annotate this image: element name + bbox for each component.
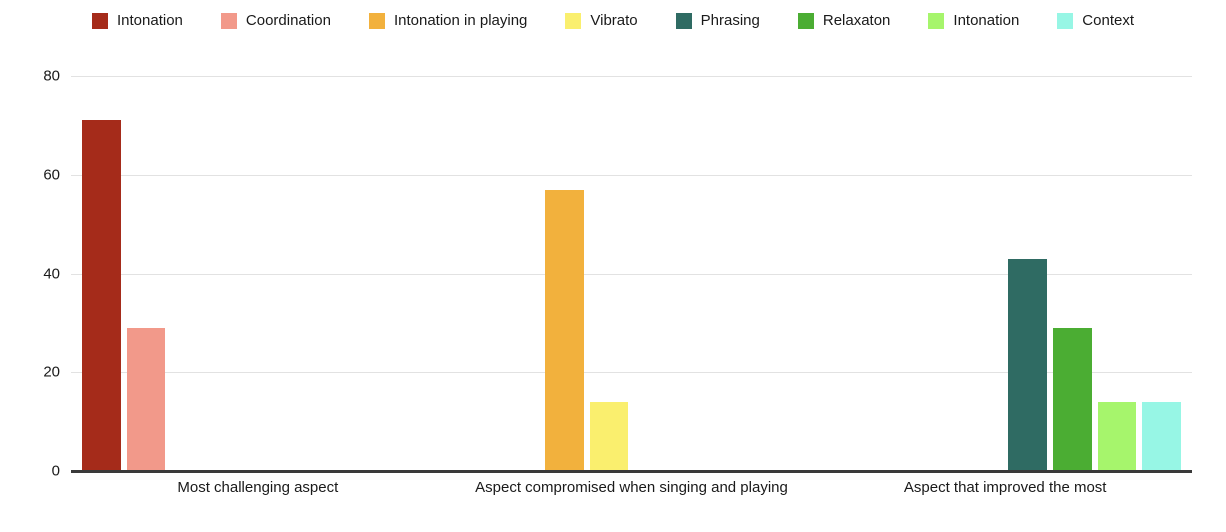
bar-group: [71, 76, 445, 471]
legend-label: Coordination: [245, 12, 331, 29]
x-axis-labels: Most challenging aspect Aspect compromise…: [71, 479, 1192, 496]
y-axis-tick-label: 80: [43, 67, 60, 85]
bar-slot: [829, 76, 868, 471]
legend-item: Vibrato: [565, 12, 638, 29]
bar: [545, 189, 584, 471]
bar: [1097, 401, 1137, 471]
x-axis-category-label: Aspect that improved the most: [903, 479, 1107, 496]
x-axis-category-label: Most challenging aspect: [177, 479, 339, 496]
legend-label: Context: [1082, 12, 1134, 29]
legend-swatch-icon: [92, 13, 108, 29]
bar-slot: [1142, 76, 1181, 471]
bar-slot: [634, 76, 673, 471]
legend-swatch-icon: [797, 13, 814, 29]
legend-swatch-icon: [220, 13, 237, 29]
bar-groups: [71, 76, 1192, 471]
bar-slot: [1008, 76, 1047, 471]
y-axis: 0 20 40 60 80: [0, 68, 60, 480]
legend-item: Phrasing: [675, 12, 760, 29]
legend-item: Intonation: [928, 13, 1019, 29]
bar-slot: [679, 76, 718, 471]
legend-item: Context: [1057, 13, 1134, 29]
y-axis-tick-label: 20: [43, 363, 60, 381]
bar-group: [818, 76, 1192, 471]
bar-slot: [395, 76, 434, 471]
legend-label: Vibrato: [590, 12, 638, 29]
bar: [589, 401, 629, 471]
bar: [82, 120, 121, 471]
bar-slot: [769, 76, 808, 471]
bar-group: [445, 76, 819, 471]
y-axis-tick-label: 0: [51, 462, 60, 480]
legend-item: Intonation in playing: [368, 12, 528, 29]
bar: [126, 327, 166, 471]
bar-slot: [1097, 76, 1137, 471]
bar-slot: [261, 76, 300, 471]
bar-slot: [456, 76, 495, 471]
gridline: [71, 372, 1192, 374]
chart-legend: Intonation Coordination Intonation in play…: [0, 8, 1226, 34]
bar-slot: [126, 76, 166, 471]
legend-item: Intonation: [92, 13, 183, 29]
x-axis-category-label: Aspect compromised when singing and play…: [475, 479, 788, 496]
legend-label: Relaxaton: [822, 12, 891, 29]
bar-slot: [589, 76, 629, 471]
legend-swatch-icon: [368, 13, 385, 29]
legend-swatch-icon: [928, 13, 945, 29]
bar-slot: [963, 76, 1002, 471]
bar: [1008, 258, 1047, 471]
x-axis-line: [71, 470, 1192, 473]
bar-slot: [724, 76, 763, 471]
legend-label: Intonation: [953, 12, 1020, 29]
gridline: [71, 76, 1192, 77]
bar-slot: [216, 76, 255, 471]
bar: [1142, 401, 1181, 471]
bar-slot: [919, 76, 958, 471]
legend-label: Intonation: [117, 12, 183, 29]
bar-slot: [500, 76, 539, 471]
bar-slot: [545, 76, 584, 471]
legend-item: Coordination: [220, 12, 331, 29]
plot-area: [71, 76, 1192, 473]
legend-swatch-icon: [1057, 13, 1074, 29]
legend-swatch-icon: [565, 13, 582, 29]
gridline: [71, 174, 1192, 176]
bar-slot: [171, 76, 210, 471]
legend-item: Relaxaton: [797, 12, 891, 29]
gridline: [71, 273, 1192, 275]
bar-slot: [874, 76, 913, 471]
y-axis-tick-label: 60: [43, 166, 60, 184]
bar-slot: [350, 76, 389, 471]
bar-slot: [82, 76, 121, 471]
legend-swatch-icon: [675, 13, 692, 29]
bar-slot: [306, 76, 345, 471]
y-axis-tick-label: 40: [43, 265, 60, 282]
legend-label: Phrasing: [700, 12, 760, 29]
legend-label: Intonation in playing: [393, 12, 528, 29]
bar-slot: [1052, 76, 1092, 471]
bar: [1052, 327, 1092, 471]
